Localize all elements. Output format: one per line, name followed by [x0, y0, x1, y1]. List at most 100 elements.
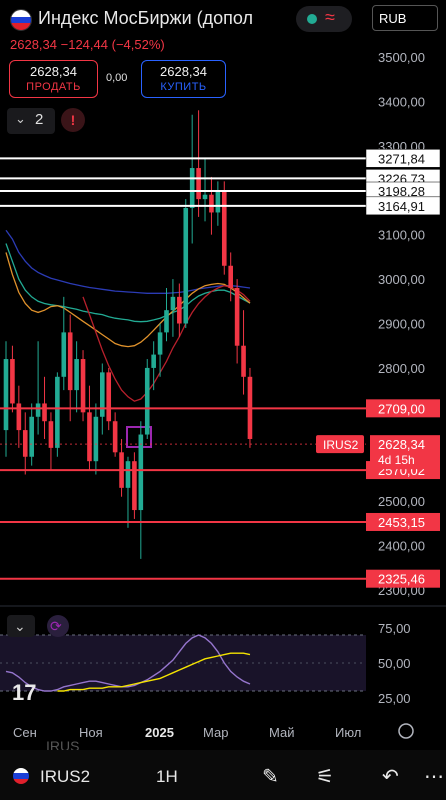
moving-average-line: [82, 285, 251, 402]
candle-body: [3, 359, 9, 431]
chevron-down-icon: ⌄: [15, 111, 26, 126]
candle-body: [209, 194, 214, 213]
candle-body: [234, 287, 240, 346]
spread-value: 0,00: [106, 72, 128, 84]
candle-body: [215, 190, 221, 213]
price-level-tag: [366, 569, 440, 588]
sell-price: 2628,34: [30, 64, 77, 79]
candle-body: [164, 310, 169, 333]
candle-body: [106, 372, 112, 422]
price-chart[interactable]: 3500,003400,003300,003100,003000,002900,…: [0, 0, 446, 750]
candle-body: [87, 412, 92, 462]
price-level-tag: [366, 399, 440, 418]
candle-body: [157, 332, 163, 355]
price-level-label: 2709,00: [378, 401, 425, 416]
chart-header: Индекс МосБиржи (допол ≈ RUB 2628,34 −12…: [0, 0, 446, 104]
buy-price: 2628,34: [160, 64, 207, 79]
candle-body: [74, 359, 79, 391]
candle-body: [10, 359, 15, 404]
wave-icon: ≈: [325, 7, 335, 27]
price-level-label: 3164,91: [378, 199, 425, 214]
oscillator-collapse-button: [7, 615, 35, 637]
candle-body: [93, 416, 99, 462]
indicators-toggle[interactable]: ⌄ 2: [7, 108, 55, 134]
candle-body: [132, 461, 137, 511]
current-price-tag: [370, 435, 440, 470]
currency-button[interactable]: RUB: [372, 5, 438, 31]
y-tick-label: 3100,00: [378, 228, 425, 243]
russia-flag-icon: [10, 9, 32, 31]
candle-body: [55, 376, 60, 448]
candle-body: [125, 461, 131, 488]
price-quote: 2628,34 −124,44 (−4,52%): [10, 37, 165, 52]
candle-body: [221, 190, 227, 266]
price-level-label: 3198,28: [378, 184, 425, 199]
candle-body: [112, 421, 118, 453]
price-level-label: 2325,46: [378, 572, 425, 587]
buy-label: КУПИТЬ: [160, 81, 207, 93]
russia-flag-icon: [13, 768, 29, 784]
timeframe-button[interactable]: 1H: [156, 767, 178, 786]
candle-body: [228, 265, 233, 288]
oscillator-tick-label: 25,00: [378, 691, 411, 706]
candle-body: [189, 168, 195, 209]
settings-sliders-icon[interactable]: ⚟: [316, 766, 334, 788]
x-tick-label: Ноя: [79, 725, 103, 740]
oscillator-tick-label: 75,00: [378, 621, 411, 636]
oscillator-tick-label: 50,00: [378, 656, 411, 671]
moving-average-line: [5, 243, 251, 323]
indicator-count: 2: [35, 111, 44, 128]
candle-body: [29, 416, 34, 457]
moving-average-line: [5, 252, 251, 348]
price-level-tag: [366, 512, 440, 531]
y-tick-label: 3500,00: [378, 50, 425, 65]
chevron-down-icon: ⌄: [14, 618, 26, 634]
sync-icon: ⟳: [50, 618, 62, 634]
currency-label: RUB: [379, 11, 407, 26]
undo-icon[interactable]: ↶: [382, 766, 399, 788]
more-icon[interactable]: ⋯: [424, 766, 444, 788]
candle-body: [42, 403, 47, 422]
x-tick-label: Сен: [13, 725, 37, 740]
y-tick-label: 2500,00: [378, 494, 425, 509]
candle-body: [61, 332, 67, 377]
x-tick-label: 2025: [145, 725, 174, 740]
y-tick-label: 3400,00: [378, 94, 425, 109]
buy-button[interactable]: 2628,34 КУПИТЬ: [141, 60, 226, 98]
price-level-tag: [365, 196, 441, 216]
candle-body: [16, 403, 22, 431]
candle-body: [170, 296, 176, 311]
symbol-tag: [316, 435, 364, 454]
y-tick-label: 3000,00: [378, 272, 425, 287]
x-tick-label: Май: [269, 725, 294, 740]
oscillator-sync-button: [47, 615, 69, 637]
market-status-toggle[interactable]: ≈: [296, 6, 352, 32]
draw-pencil-icon[interactable]: ✎: [262, 766, 279, 788]
last-price: 2628,34: [10, 37, 57, 52]
candle-body: [22, 430, 28, 457]
oscillator-k-line: [5, 634, 251, 692]
candle-body: [196, 168, 201, 200]
price-change-pct: (−4,52%): [111, 37, 165, 52]
price-level-label: 3271,84: [378, 151, 425, 166]
price-change: −124,44: [60, 37, 108, 52]
instrument-title[interactable]: Индекс МосБиржи (допол: [38, 8, 254, 28]
candle-body: [80, 359, 86, 413]
price-level-label: 2453,15: [378, 515, 425, 530]
x-tick-label: Мар: [203, 725, 228, 740]
candle-body: [100, 372, 105, 417]
candle-body: [183, 208, 189, 324]
symbol-button[interactable]: IRUS2: [40, 767, 91, 786]
y-tick-label: 2900,00: [378, 317, 425, 332]
current-price-label: 2628,34: [378, 437, 425, 452]
countdown-label: 4d 15h: [378, 453, 415, 467]
sell-button[interactable]: 2628,34 ПРОДАТЬ: [9, 60, 98, 98]
warning-icon[interactable]: !: [61, 108, 85, 132]
sell-label: ПРОДАТЬ: [26, 81, 81, 93]
symbol-tag-label: IRUS2: [323, 438, 359, 452]
x-tick-label: Июл: [335, 725, 361, 740]
price-level-tag: [365, 149, 441, 168]
y-tick-label: 2800,00: [378, 361, 425, 376]
y-tick-label: 2400,00: [378, 539, 425, 554]
candle-body: [202, 194, 208, 200]
